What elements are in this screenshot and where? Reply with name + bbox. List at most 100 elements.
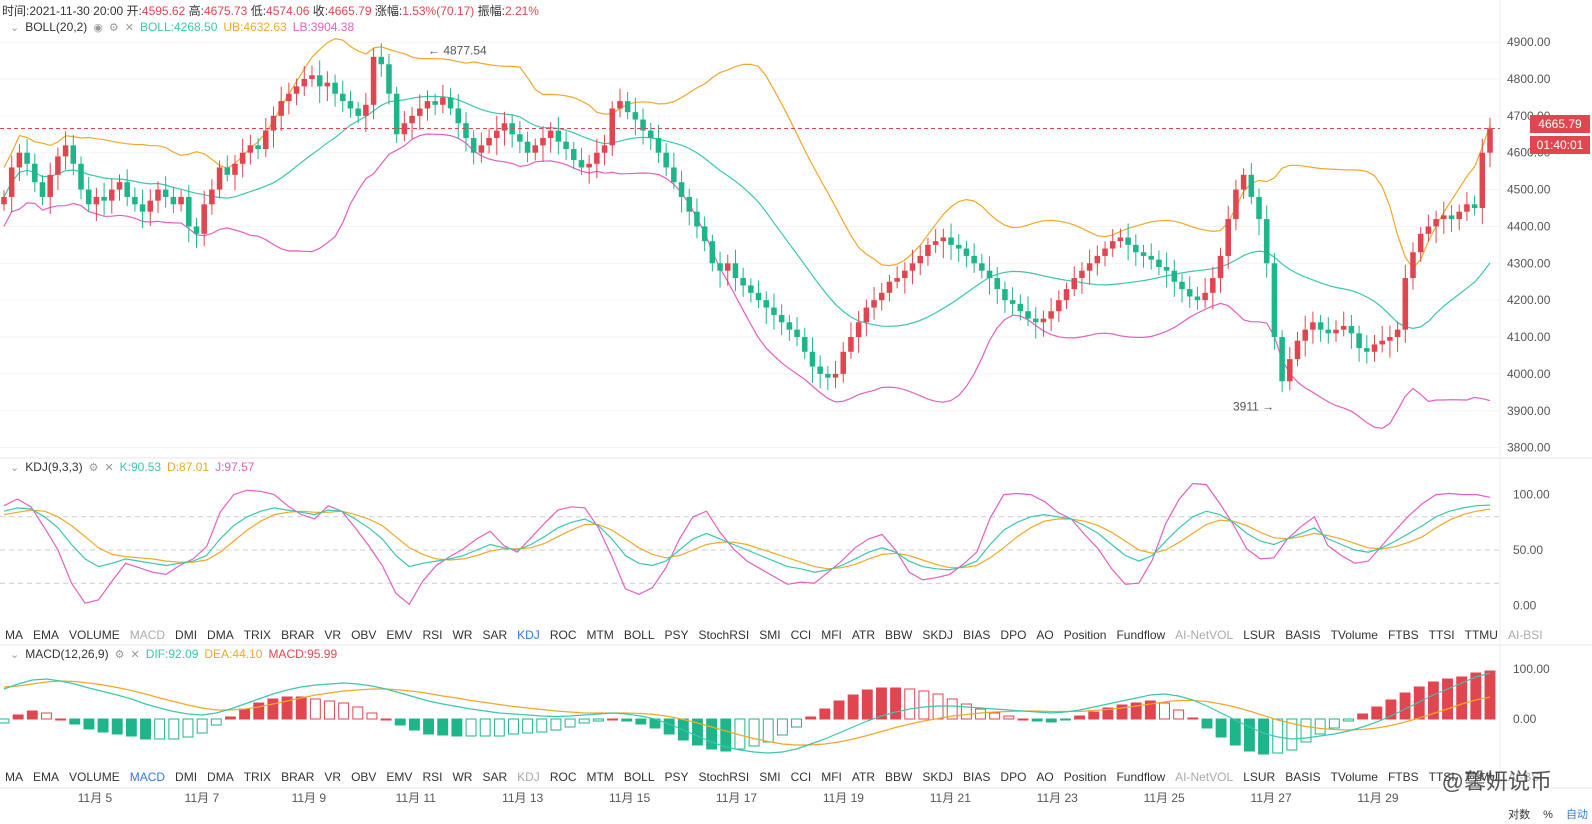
tab-brar[interactable]: BRAR bbox=[281, 628, 315, 642]
tab-psy[interactable]: PSY bbox=[664, 628, 689, 642]
tab-dpo[interactable]: DPO bbox=[1000, 628, 1027, 642]
tab-kdj[interactable]: KDJ bbox=[517, 628, 540, 642]
tab-position[interactable]: Position bbox=[1063, 628, 1107, 642]
settings-gear-icon[interactable]: ⚙ bbox=[88, 461, 99, 474]
tab-basis[interactable]: BASIS bbox=[1285, 770, 1321, 784]
close-icon[interactable]: ✕ bbox=[104, 461, 114, 474]
eye-icon[interactable]: ◉ bbox=[93, 21, 103, 34]
tab-trix[interactable]: TRIX bbox=[243, 628, 272, 642]
collapse-chevron-icon[interactable]: ⌄ bbox=[10, 648, 20, 661]
tab-bias[interactable]: BIAS bbox=[963, 770, 991, 784]
macd-dea-line bbox=[3, 680, 1491, 746]
tab-smi[interactable]: SMI bbox=[759, 770, 781, 784]
tab-macd[interactable]: MACD bbox=[129, 628, 166, 642]
log-scale-button[interactable]: 对数 bbox=[1508, 809, 1531, 821]
tab-sar[interactable]: SAR bbox=[482, 628, 508, 642]
tab-atr[interactable]: ATR bbox=[851, 628, 876, 642]
tab-mtm[interactable]: MTM bbox=[586, 770, 614, 784]
tab-ai-bsi[interactable]: AI-BSI bbox=[1507, 628, 1543, 642]
settings-gear-icon[interactable]: ⚙ bbox=[108, 21, 119, 34]
tab-position[interactable]: Position bbox=[1063, 770, 1107, 784]
x-tick-label: 11月 19 bbox=[823, 791, 864, 805]
collapse-chevron-icon[interactable]: ⌄ bbox=[10, 461, 20, 474]
tab-brar[interactable]: BRAR bbox=[281, 770, 315, 784]
tab-kdj[interactable]: KDJ bbox=[517, 770, 540, 784]
candle-body bbox=[948, 237, 954, 245]
tab-psy[interactable]: PSY bbox=[664, 770, 689, 784]
tab-skdj[interactable]: SKDJ bbox=[922, 770, 954, 784]
tab-wr[interactable]: WR bbox=[452, 770, 473, 784]
tab-ftbs[interactable]: FTBS bbox=[1387, 770, 1419, 784]
percent-scale-button[interactable]: % bbox=[1543, 809, 1553, 821]
tab-boll[interactable]: BOLL bbox=[623, 770, 655, 784]
tab-ftbs[interactable]: FTBS bbox=[1387, 628, 1419, 642]
tab-ttsi[interactable]: TTSI bbox=[1428, 628, 1455, 642]
tab-trix[interactable]: TRIX bbox=[243, 770, 272, 784]
tab-emv[interactable]: EMV bbox=[386, 628, 413, 642]
tab-dma[interactable]: DMA bbox=[207, 628, 234, 642]
candle-body bbox=[1002, 289, 1008, 301]
close-icon[interactable]: ✕ bbox=[130, 648, 140, 661]
tab-dmi[interactable]: DMI bbox=[175, 770, 198, 784]
candle-body bbox=[478, 145, 485, 153]
collapse-chevron-icon[interactable]: ⌄ bbox=[10, 21, 20, 34]
tab-bbw[interactable]: BBW bbox=[885, 628, 913, 642]
tab-atr[interactable]: ATR bbox=[851, 770, 876, 784]
tab-ao[interactable]: AO bbox=[1036, 770, 1054, 784]
auto-scale-button[interactable]: 自动 bbox=[1566, 809, 1588, 821]
tab-roc[interactable]: ROC bbox=[549, 628, 577, 642]
tab-ema[interactable]: EMA bbox=[33, 770, 60, 784]
tab-skdj[interactable]: SKDJ bbox=[922, 628, 954, 642]
tab-volume[interactable]: VOLUME bbox=[69, 770, 120, 784]
tab-macd[interactable]: MACD bbox=[129, 770, 166, 784]
tab-dpo[interactable]: DPO bbox=[1000, 770, 1027, 784]
tab-dmi[interactable]: DMI bbox=[175, 628, 198, 642]
tab-stochrsi[interactable]: StochRSI bbox=[698, 770, 750, 784]
tab-volume[interactable]: VOLUME bbox=[69, 628, 120, 642]
tab-obv[interactable]: OBV bbox=[351, 628, 377, 642]
tab-ttmu[interactable]: TTMU bbox=[1464, 770, 1498, 784]
close-icon[interactable]: ✕ bbox=[124, 21, 134, 34]
macd-histogram-bar bbox=[1314, 718, 1326, 735]
tab-obv[interactable]: OBV bbox=[351, 770, 377, 784]
tab-wr[interactable]: WR bbox=[452, 628, 473, 642]
tab-ttsi[interactable]: TTSI bbox=[1428, 770, 1455, 784]
candle-body bbox=[1464, 204, 1470, 212]
tab-vr[interactable]: VR bbox=[324, 770, 342, 784]
tab-ai-bsi[interactable]: AI-BSI bbox=[1507, 770, 1543, 784]
tab-rsi[interactable]: RSI bbox=[422, 770, 443, 784]
tab-emv[interactable]: EMV bbox=[386, 770, 413, 784]
tab-rsi[interactable]: RSI bbox=[422, 628, 443, 642]
settings-gear-icon[interactable]: ⚙ bbox=[114, 648, 125, 661]
tab-bbw[interactable]: BBW bbox=[885, 770, 913, 784]
tab-ma[interactable]: MA bbox=[5, 628, 23, 642]
candle-body bbox=[1271, 263, 1278, 338]
tab-ema[interactable]: EMA bbox=[33, 628, 60, 642]
tab-vr[interactable]: VR bbox=[324, 628, 342, 642]
tab-mfi[interactable]: MFI bbox=[821, 770, 842, 784]
tab-sar[interactable]: SAR bbox=[482, 770, 508, 784]
tab-fundflow[interactable]: Fundflow bbox=[1116, 628, 1166, 642]
tab-mtm[interactable]: MTM bbox=[586, 628, 614, 642]
tab-fundflow[interactable]: Fundflow bbox=[1116, 770, 1166, 784]
tab-smi[interactable]: SMI bbox=[759, 628, 781, 642]
tab-tvolume[interactable]: TVolume bbox=[1330, 770, 1378, 784]
tab-cci[interactable]: CCI bbox=[790, 770, 812, 784]
tab-ttmu[interactable]: TTMU bbox=[1464, 628, 1498, 642]
tab-basis[interactable]: BASIS bbox=[1285, 628, 1321, 642]
tab-mfi[interactable]: MFI bbox=[821, 628, 842, 642]
tab-ao[interactable]: AO bbox=[1036, 628, 1054, 642]
tab-dma[interactable]: DMA bbox=[207, 770, 234, 784]
tab-lsur[interactable]: LSUR bbox=[1243, 770, 1276, 784]
tab-tvolume[interactable]: TVolume bbox=[1330, 628, 1378, 642]
tab-cci[interactable]: CCI bbox=[790, 628, 812, 642]
tab-ai-netvol[interactable]: AI-NetVOL bbox=[1175, 628, 1234, 642]
tab-boll[interactable]: BOLL bbox=[623, 628, 655, 642]
tab-bias[interactable]: BIAS bbox=[963, 628, 991, 642]
tab-lsur[interactable]: LSUR bbox=[1243, 628, 1276, 642]
tab-roc[interactable]: ROC bbox=[549, 770, 577, 784]
tab-stochrsi[interactable]: StochRSI bbox=[698, 628, 750, 642]
tab-ma[interactable]: MA bbox=[5, 770, 23, 784]
tab-ai-netvol[interactable]: AI-NetVOL bbox=[1175, 770, 1234, 784]
